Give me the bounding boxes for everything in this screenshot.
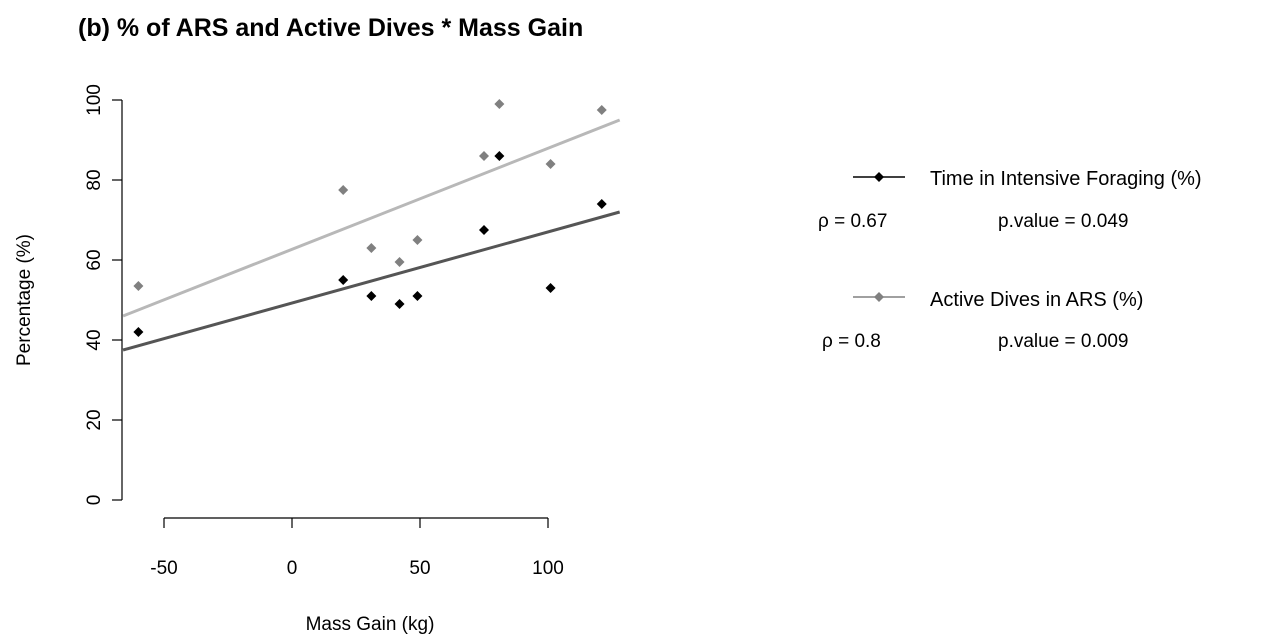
legend: Time in Intensive Foraging (%) ρ = 0.67 … bbox=[818, 168, 1202, 352]
fit-line-series-1 bbox=[122, 210, 621, 352]
legend-label-series-1: Time in Intensive Foraging (%) bbox=[930, 168, 1202, 190]
rho-series-1: ρ = 0.67 bbox=[818, 211, 887, 232]
y-tick-label: 20 bbox=[84, 409, 105, 430]
legend-label-series-2: Active Dives in ARS (%) bbox=[930, 289, 1143, 311]
x-tick-label: 0 bbox=[287, 558, 298, 579]
point-series-2 bbox=[596, 105, 607, 115]
pvalue-series-2: p.value = 0.009 bbox=[998, 331, 1128, 352]
point-series-1 bbox=[596, 199, 607, 209]
y-axis-title: Percentage (%) bbox=[14, 234, 35, 366]
point-series-2 bbox=[133, 281, 144, 291]
x-axis-title: Mass Gain (kg) bbox=[306, 614, 435, 635]
point-series-2 bbox=[394, 257, 405, 267]
pvalue-series-1: p.value = 0.049 bbox=[998, 211, 1128, 232]
point-series-1 bbox=[394, 299, 405, 309]
point-series-1 bbox=[133, 327, 144, 337]
y-tick-label: 60 bbox=[84, 249, 105, 270]
point-series-2 bbox=[479, 151, 489, 161]
y-tick-label: 80 bbox=[84, 169, 105, 190]
point-series-1 bbox=[479, 225, 489, 235]
legend-marker-series-2 bbox=[874, 292, 884, 302]
point-series-2 bbox=[494, 99, 505, 109]
point-series-2 bbox=[545, 159, 556, 169]
y-tick-label: 100 bbox=[84, 84, 105, 116]
x-tick-label: 50 bbox=[409, 558, 430, 579]
point-series-2 bbox=[338, 185, 349, 195]
axes: 0 20 40 60 80 100 -50 0 50 100 bbox=[84, 84, 564, 579]
chart-title: (b) % of ARS and Active Dives * Mass Gai… bbox=[78, 14, 583, 42]
point-series-1 bbox=[412, 291, 423, 301]
data-points bbox=[133, 99, 607, 337]
x-tick-label: -50 bbox=[150, 558, 177, 579]
point-series-2 bbox=[412, 235, 423, 245]
legend-marker-series-1 bbox=[874, 172, 884, 182]
y-tick-label: 40 bbox=[84, 329, 105, 350]
y-tick-label: 0 bbox=[84, 495, 105, 506]
point-series-1 bbox=[545, 283, 556, 293]
x-tick-label: 100 bbox=[532, 558, 564, 579]
fit-line-series-2 bbox=[122, 118, 621, 318]
point-series-1 bbox=[366, 291, 377, 301]
point-series-1 bbox=[338, 275, 349, 285]
rho-series-2: ρ = 0.8 bbox=[822, 331, 881, 352]
point-series-2 bbox=[366, 243, 377, 253]
point-series-1 bbox=[494, 151, 505, 161]
fit-lines bbox=[122, 118, 621, 352]
